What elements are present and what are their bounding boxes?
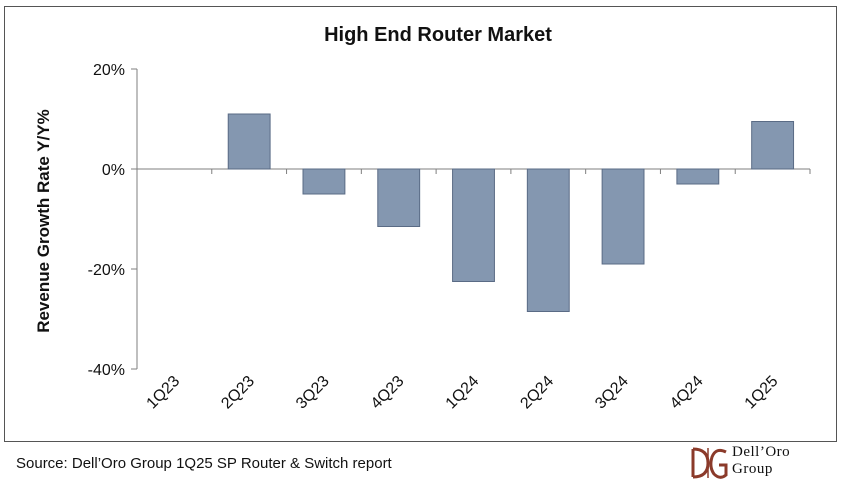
x-tick-label: 1Q25 (742, 373, 782, 413)
x-tick-label: 2Q24 (517, 373, 557, 413)
chart-frame: High End Router Market Revenue Growth Ra… (4, 6, 837, 442)
bar (302, 168, 346, 195)
dell-oro-logo-mark-icon (691, 447, 728, 479)
x-tick-label: 1Q23 (144, 373, 184, 413)
logo-line-2: Group (732, 461, 773, 477)
dell-oro-logo: Dell’Oro Group (690, 443, 840, 483)
x-tick-label: 3Q24 (592, 373, 632, 413)
x-tick-label: 4Q24 (667, 373, 707, 413)
x-tick-label: 2Q23 (218, 373, 258, 413)
y-tick-label: 0% (102, 162, 125, 179)
y-ticks: 20% 0% -20% -40% (88, 62, 137, 379)
x-tick-label: 4Q23 (368, 373, 408, 413)
y-tick-label: -40% (88, 362, 125, 379)
bar (601, 168, 645, 265)
bar (676, 168, 720, 185)
y-tick-label: -20% (88, 262, 125, 279)
y-tick-label: 20% (93, 62, 125, 79)
bar (751, 121, 795, 170)
y-axis-label: Revenue Growth Rate Y/Y% (34, 109, 53, 333)
bar (227, 113, 271, 170)
x-tick-label: 3Q23 (293, 373, 333, 413)
bars (227, 113, 795, 312)
logo-line-1: Dell’Oro (732, 444, 791, 460)
source-note: Source: Dell’Oro Group 1Q25 SP Router & … (16, 455, 392, 472)
x-tick-label: 1Q24 (443, 373, 483, 413)
bar (377, 168, 421, 227)
chart-title: High End Router Market (324, 24, 552, 46)
bar (452, 168, 495, 282)
bar-chart: High End Router Market Revenue Growth Ra… (34, 24, 811, 413)
bar (526, 168, 570, 312)
